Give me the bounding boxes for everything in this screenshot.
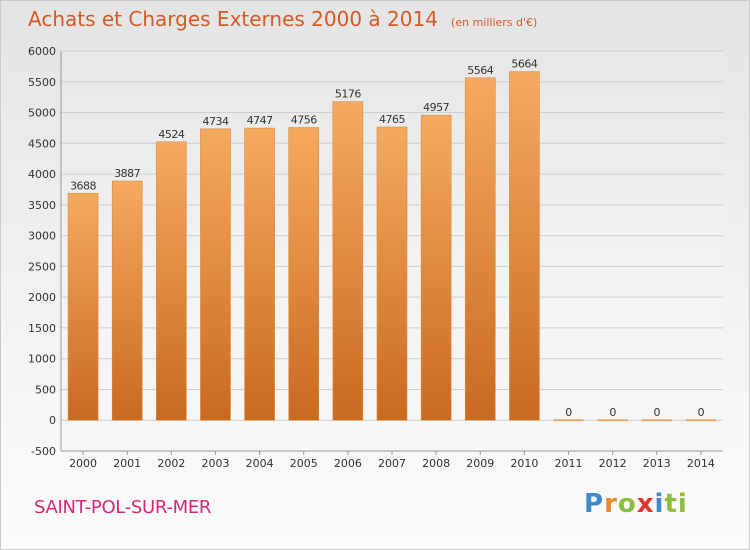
y-tick-label: 6000 [28, 45, 56, 58]
value-label: 3688 [70, 179, 96, 192]
logo-letter: o [617, 489, 637, 519]
logo-letter: r [604, 489, 618, 519]
bar-2009 [464, 77, 496, 421]
value-label: 0 [698, 406, 705, 419]
x-tick-label: 2010 [510, 457, 538, 470]
x-tick-label: 2012 [599, 457, 627, 470]
logo-letter: ti [664, 489, 688, 519]
y-tick-label: 3500 [28, 199, 56, 212]
x-tick-label: 2006 [334, 457, 362, 470]
bar-2000 [67, 192, 99, 421]
y-tick-label: -500 [31, 445, 56, 458]
bar-2008 [420, 114, 452, 421]
bar-2002 [156, 141, 187, 421]
x-tick-label: 2013 [643, 457, 671, 470]
logo-letter: x [636, 489, 655, 519]
y-tick-label: 4500 [28, 137, 56, 150]
bar-2005 [288, 127, 320, 421]
x-tick-label: 2002 [157, 457, 185, 470]
x-tick-label: 2007 [378, 457, 406, 470]
value-label: 4765 [379, 113, 405, 126]
y-tick-label: 1500 [28, 322, 56, 335]
value-label: 0 [565, 406, 572, 419]
bar-2013 [641, 419, 672, 422]
value-label: 5664 [511, 58, 537, 71]
y-tick-label: 3000 [28, 230, 56, 243]
value-label: 5176 [335, 88, 361, 101]
value-label: 4957 [423, 101, 449, 114]
chart-title-group: Achats et Charges Externes 2000 à 2014 (… [28, 7, 537, 31]
y-tick-label: 2500 [28, 260, 56, 273]
value-label: 3887 [114, 167, 140, 180]
value-label: 4524 [158, 128, 184, 141]
bar-2003 [200, 128, 231, 421]
x-tick-label: 2009 [466, 457, 494, 470]
y-tick-label: 5000 [28, 107, 56, 120]
chart-unit: (en milliers d'€) [451, 16, 538, 29]
logo-letter: i [654, 489, 665, 519]
y-tick-label: 5500 [28, 76, 56, 89]
y-tick-label: 0 [49, 414, 56, 427]
bar-2011 [553, 419, 584, 422]
y-tick-label: 4000 [28, 168, 56, 181]
value-label: 0 [609, 406, 616, 419]
x-tick-label: 2011 [555, 457, 583, 470]
city-name: SAINT-POL-SUR-MER [34, 497, 212, 518]
bar-2012 [597, 419, 628, 422]
x-tick-label: 2000 [69, 457, 97, 470]
proxiti-logo: Proxiti [584, 489, 688, 519]
bar-2014 [685, 419, 716, 422]
bar-2006 [332, 101, 364, 421]
value-label: 0 [654, 406, 661, 419]
value-label: 4747 [247, 114, 273, 127]
y-tick-label: 1000 [28, 353, 56, 366]
x-tick-label: 2014 [687, 457, 715, 470]
x-tick-label: 2005 [290, 457, 318, 470]
value-label: 4734 [202, 115, 228, 128]
y-tick-label: 500 [35, 383, 56, 396]
x-tick-label: 2008 [422, 457, 450, 470]
bar-2001 [111, 180, 143, 421]
x-tick-label: 2003 [201, 457, 229, 470]
value-label: 5564 [467, 64, 493, 77]
x-tick-label: 2004 [246, 457, 274, 470]
logo-letter: P [584, 489, 605, 519]
value-label: 4756 [291, 114, 317, 127]
y-tick-label: 2000 [28, 291, 56, 304]
chart-title: Achats et Charges Externes 2000 à 2014 [28, 7, 438, 31]
bar-2010 [509, 71, 540, 421]
bar-2004 [244, 127, 275, 421]
bar-2007 [376, 126, 408, 421]
x-tick-label: 2001 [113, 457, 141, 470]
